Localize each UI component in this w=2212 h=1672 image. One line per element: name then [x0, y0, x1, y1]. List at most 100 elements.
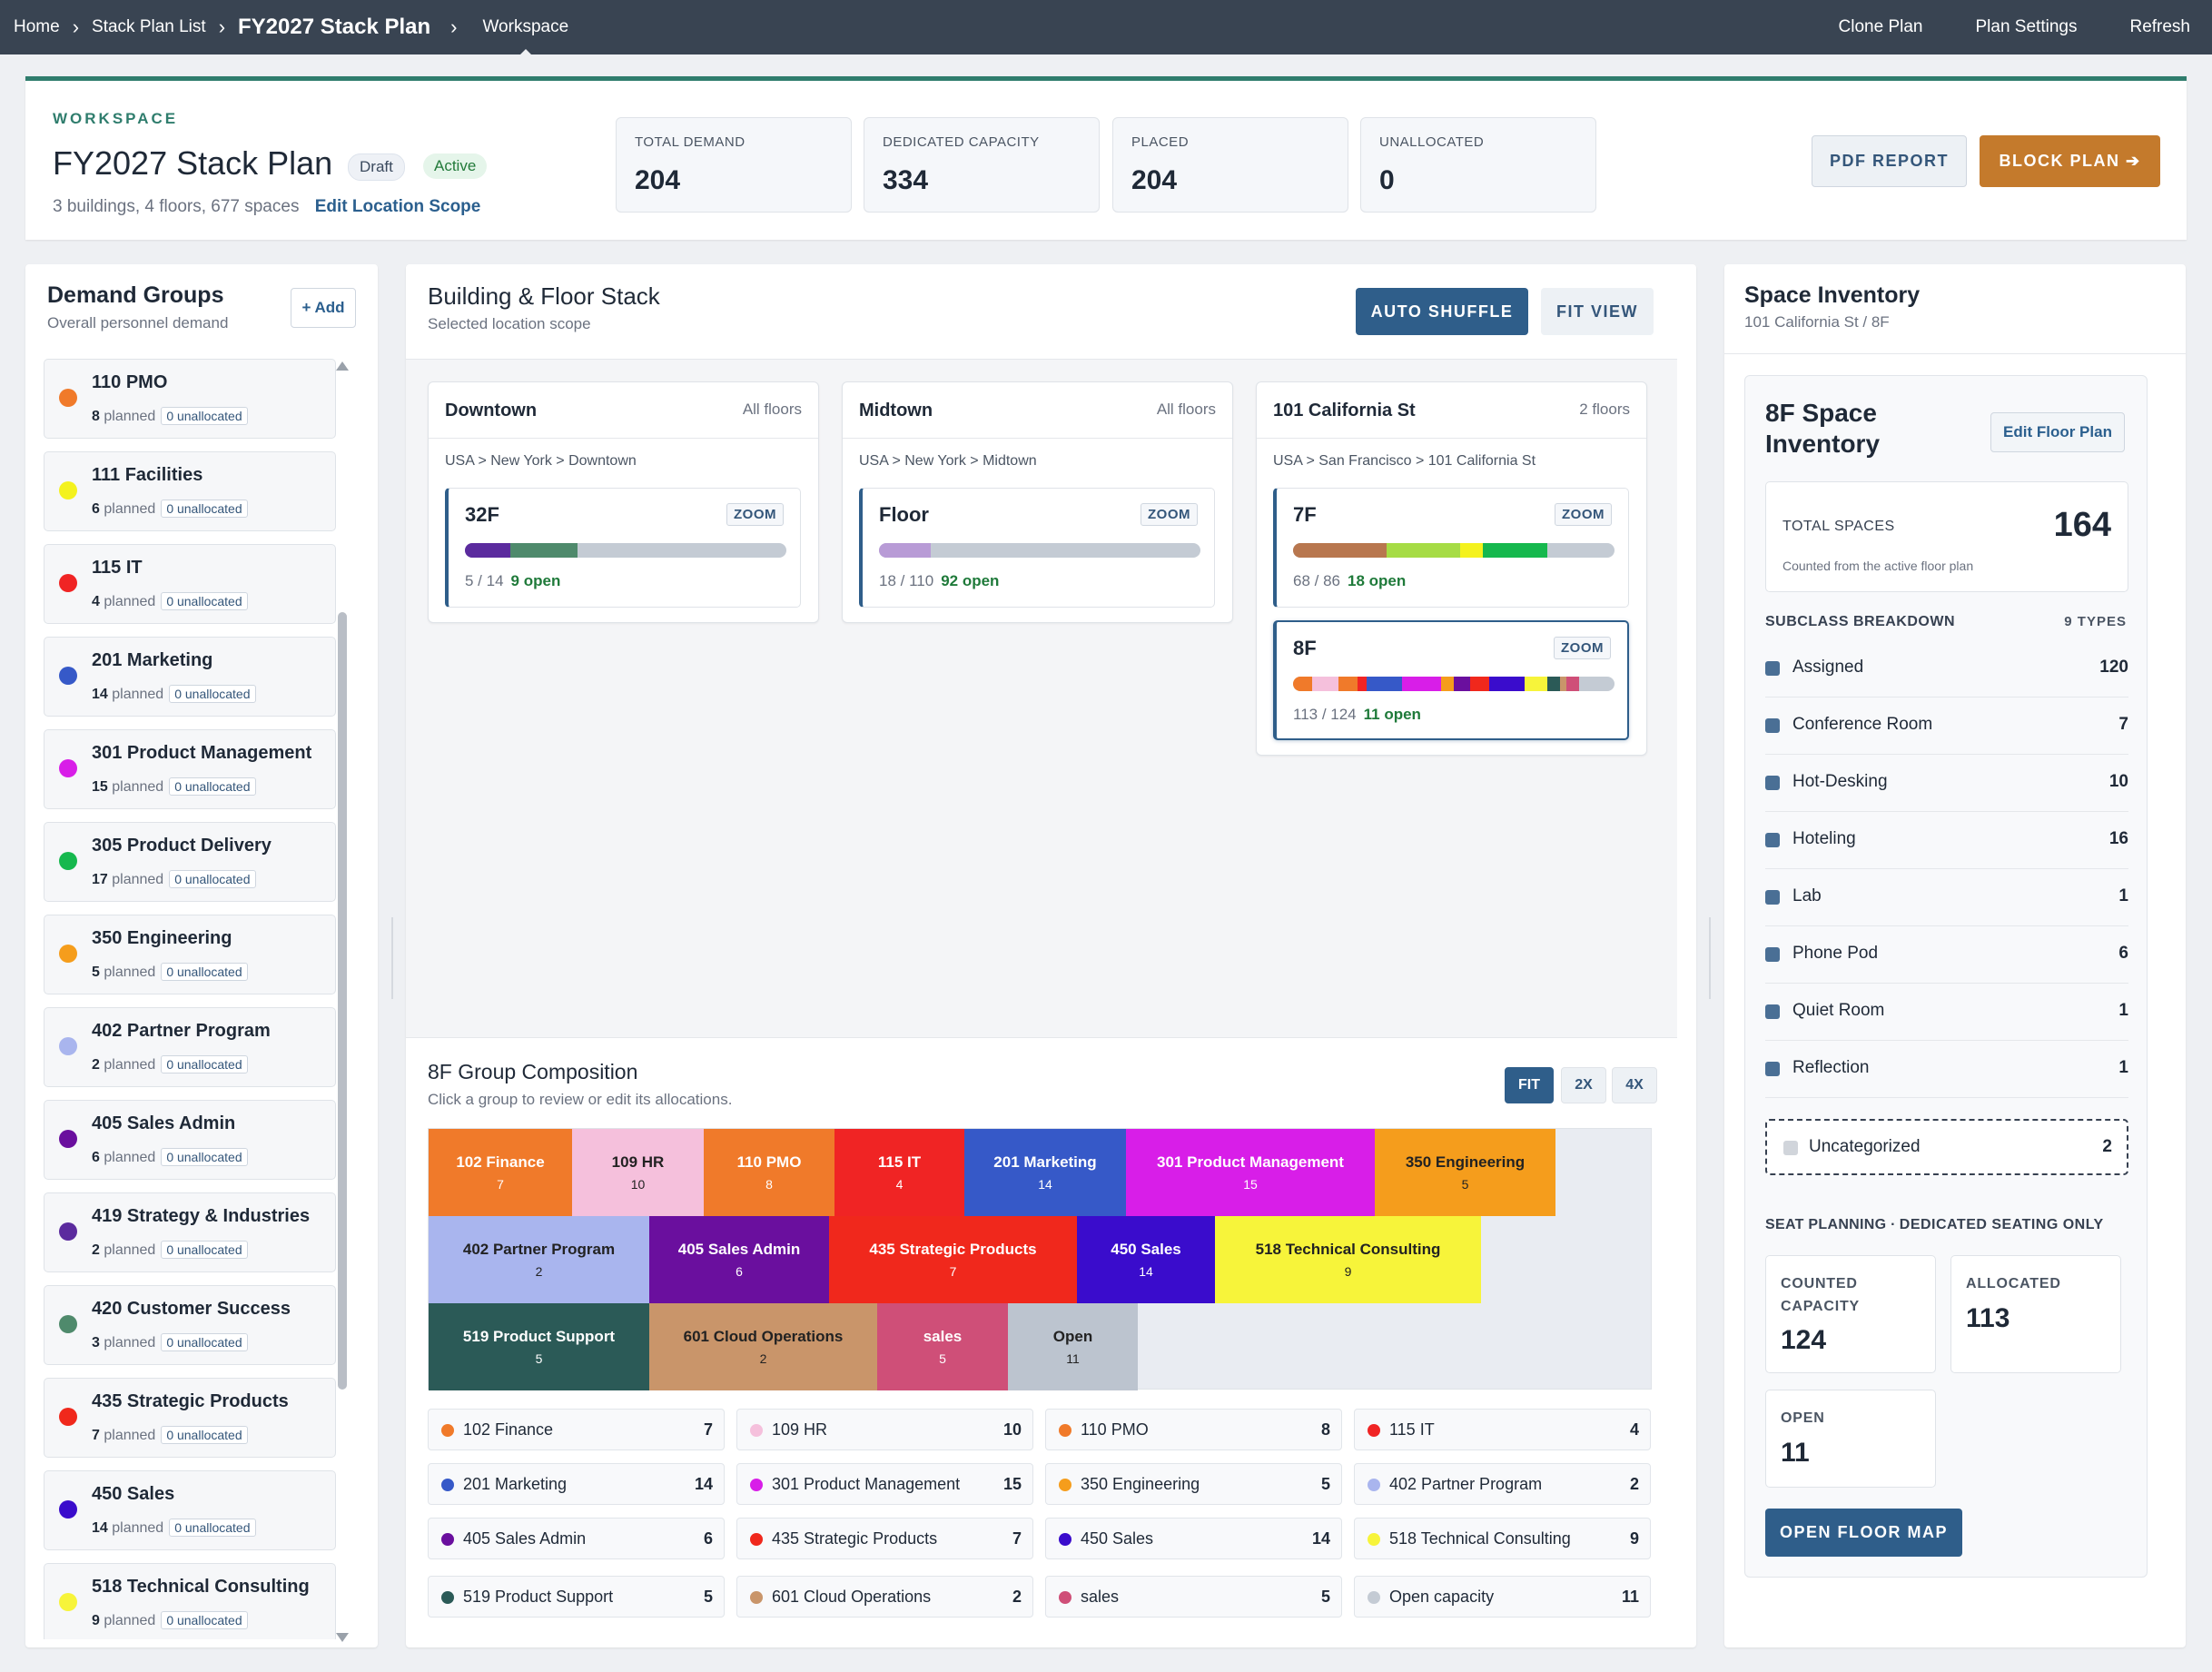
floor-occupancy-bar [465, 543, 786, 558]
add-demand-group-button[interactable]: + Add [291, 288, 356, 328]
subclass-row[interactable]: Conference Room 7 [1765, 697, 2128, 755]
edit-location-scope-link[interactable]: Edit Location Scope [314, 197, 481, 216]
open-floor-map-button[interactable]: OPEN FLOOR MAP [1765, 1509, 1962, 1557]
subclass-row[interactable]: Phone Pod 6 [1765, 925, 2128, 984]
demand-group-card[interactable]: 420 Customer Success 3 planned 0 unallocat… [44, 1285, 336, 1365]
legend-item[interactable]: 109 HR 10 [736, 1409, 1033, 1450]
composition-tile[interactable]: 350 Engineering 5 [1375, 1129, 1555, 1216]
legend-item[interactable]: sales 5 [1045, 1576, 1342, 1618]
scroll-up-icon[interactable] [336, 361, 349, 371]
subclass-row[interactable]: Assigned 120 [1765, 639, 2128, 697]
composition-tile[interactable]: 109 HR 10 [572, 1129, 704, 1216]
zoom-4x-button[interactable]: 4X [1612, 1067, 1657, 1103]
zoom-fit-button[interactable]: FIT [1505, 1067, 1554, 1103]
demand-group-card[interactable]: 110 PMO 8 planned 0 unallocated [44, 359, 336, 439]
composition-tile[interactable]: sales 5 [877, 1303, 1008, 1390]
demand-group-card[interactable]: 115 IT 4 planned 0 unallocated [44, 544, 336, 624]
demand-list-scrollbar[interactable] [338, 612, 347, 1390]
resize-handle[interactable] [1709, 917, 1711, 999]
demand-group-card[interactable]: 450 Sales 14 planned 0 unallocated [44, 1470, 336, 1550]
demand-group-card[interactable]: 111 Facilities 6 planned 0 unallocated [44, 451, 336, 531]
composition-tile[interactable]: 102 Finance 7 [429, 1129, 572, 1216]
group-planned: 6 planned 0 unallocated [92, 500, 248, 518]
edit-floor-plan-button[interactable]: Edit Floor Plan [1990, 412, 2125, 452]
zoom-button[interactable]: ZOOM [726, 503, 784, 526]
space-inventory-location: 101 California St / 8F [1744, 313, 1890, 331]
composition-tile[interactable]: 450 Sales 14 [1077, 1216, 1215, 1303]
composition-tile[interactable]: 115 IT 4 [834, 1129, 964, 1216]
composition-tile[interactable]: 518 Technical Consulting 9 [1215, 1216, 1481, 1303]
breadcrumb-workspace[interactable]: Workspace [482, 17, 569, 57]
fit-view-button[interactable]: FIT VIEW [1541, 288, 1654, 335]
clone-plan-link[interactable]: Clone Plan [1838, 17, 1923, 36]
composition-tile[interactable]: 110 PMO 8 [704, 1129, 834, 1216]
group-color-dot [59, 574, 77, 592]
breadcrumb-home[interactable]: Home [14, 17, 60, 36]
legend-item[interactable]: 402 Partner Program 2 [1354, 1463, 1651, 1505]
legend-item[interactable]: 450 Sales 14 [1045, 1518, 1342, 1559]
legend-item[interactable]: 201 Marketing 14 [428, 1463, 725, 1505]
floor-card[interactable]: 32F ZOOM 5 / 14 9 open [445, 488, 801, 608]
group-color-dot [59, 1315, 77, 1333]
scroll-down-icon[interactable] [336, 1633, 349, 1642]
unallocated-badge: 0 unallocated [161, 1611, 248, 1629]
resize-handle[interactable] [391, 917, 393, 999]
planned-word: planned [112, 872, 164, 887]
occupancy-segment [1488, 677, 1525, 691]
breadcrumb-stack-plan-list[interactable]: Stack Plan List [92, 17, 206, 36]
legend-item[interactable]: 519 Product Support 5 [428, 1576, 725, 1618]
composition-tile[interactable]: 301 Product Management 15 [1126, 1129, 1375, 1216]
zoom-button[interactable]: ZOOM [1554, 637, 1611, 659]
composition-tile[interactable]: 435 Strategic Products 7 [829, 1216, 1077, 1303]
subclass-row[interactable]: Hot-Desking 10 [1765, 754, 2128, 812]
uncategorized-row[interactable]: Uncategorized 2 [1765, 1119, 2128, 1175]
subclass-row[interactable]: Reflection 1 [1765, 1040, 2128, 1098]
legend-item[interactable]: 435 Strategic Products 7 [736, 1518, 1033, 1559]
demand-group-card[interactable]: 201 Marketing 14 planned 0 unallocated [44, 637, 336, 717]
unallocated-badge: 0 unallocated [161, 1333, 248, 1351]
composition-tile[interactable]: Open 11 [1008, 1303, 1138, 1390]
subclass-row[interactable]: Hoteling 16 [1765, 811, 2128, 869]
floor-card[interactable]: 7F ZOOM 68 / 86 18 open [1273, 488, 1629, 608]
floor-card[interactable]: Floor ZOOM 18 / 110 92 open [859, 488, 1215, 608]
legend-item[interactable]: 102 Finance 7 [428, 1409, 725, 1450]
occupancy-segment [509, 543, 578, 558]
demand-group-card[interactable]: 350 Engineering 5 planned 0 unallocated [44, 915, 336, 994]
block-plan-button[interactable]: BLOCK PLAN ➔ [1980, 135, 2160, 187]
legend-item[interactable]: Open capacity 11 [1354, 1576, 1651, 1618]
demand-group-card[interactable]: 419 Strategy & Industries 2 planned 0 unal… [44, 1192, 336, 1272]
legend-item[interactable]: 115 IT 4 [1354, 1409, 1651, 1450]
zoom-button[interactable]: ZOOM [1555, 503, 1612, 526]
subclass-name: Conference Room [1792, 715, 1933, 734]
composition-tile[interactable]: 601 Cloud Operations 2 [649, 1303, 877, 1390]
demand-group-card[interactable]: 518 Technical Consulting 9 planned 0 unall… [44, 1563, 336, 1639]
composition-tile[interactable]: 519 Product Support 5 [429, 1303, 649, 1390]
uncategorized-count: 2 [2102, 1137, 2112, 1156]
legend-item[interactable]: 110 PMO 8 [1045, 1409, 1342, 1450]
legend-item[interactable]: 405 Sales Admin 6 [428, 1518, 725, 1559]
refresh-link[interactable]: Refresh [2129, 17, 2190, 36]
composition-tile[interactable]: 201 Marketing 14 [964, 1129, 1126, 1216]
zoom-2x-button[interactable]: 2X [1561, 1067, 1606, 1103]
legend-item[interactable]: 518 Technical Consulting 9 [1354, 1518, 1651, 1559]
pdf-report-button[interactable]: PDF REPORT [1812, 135, 1967, 187]
demand-group-card[interactable]: 435 Strategic Products 7 planned 0 unalloc… [44, 1378, 336, 1458]
demand-group-card[interactable]: 301 Product Management 15 planned 0 unallo… [44, 729, 336, 809]
seat-planning-text: SEAT PLANNING · [1765, 1217, 1896, 1232]
demand-group-card[interactable]: 402 Partner Program 2 planned 0 unallocate… [44, 1007, 336, 1087]
composition-tile[interactable]: 405 Sales Admin 6 [649, 1216, 829, 1303]
subclass-row[interactable]: Quiet Room 1 [1765, 983, 2128, 1041]
subclass-row[interactable]: Lab 1 [1765, 868, 2128, 926]
demand-group-card[interactable]: 405 Sales Admin 6 planned 0 unallocated [44, 1100, 336, 1180]
plan-settings-link[interactable]: Plan Settings [1975, 17, 2078, 36]
legend-item[interactable]: 350 Engineering 5 [1045, 1463, 1342, 1505]
auto-shuffle-button[interactable]: AUTO SHUFFLE [1356, 288, 1528, 335]
demand-group-list[interactable]: 110 PMO 8 planned 0 unallocated 111 Facilit… [44, 359, 367, 1639]
breadcrumb-plan[interactable]: FY2027 Stack Plan [238, 15, 431, 39]
legend-item[interactable]: 601 Cloud Operations 2 [736, 1576, 1033, 1618]
composition-tile[interactable]: 402 Partner Program 2 [429, 1216, 649, 1303]
zoom-button[interactable]: ZOOM [1141, 503, 1198, 526]
floor-card[interactable]: 8F ZOOM 113 / 124 11 open [1273, 620, 1629, 740]
demand-group-card[interactable]: 305 Product Delivery 17 planned 0 unalloca… [44, 822, 336, 902]
legend-item[interactable]: 301 Product Management 15 [736, 1463, 1033, 1505]
